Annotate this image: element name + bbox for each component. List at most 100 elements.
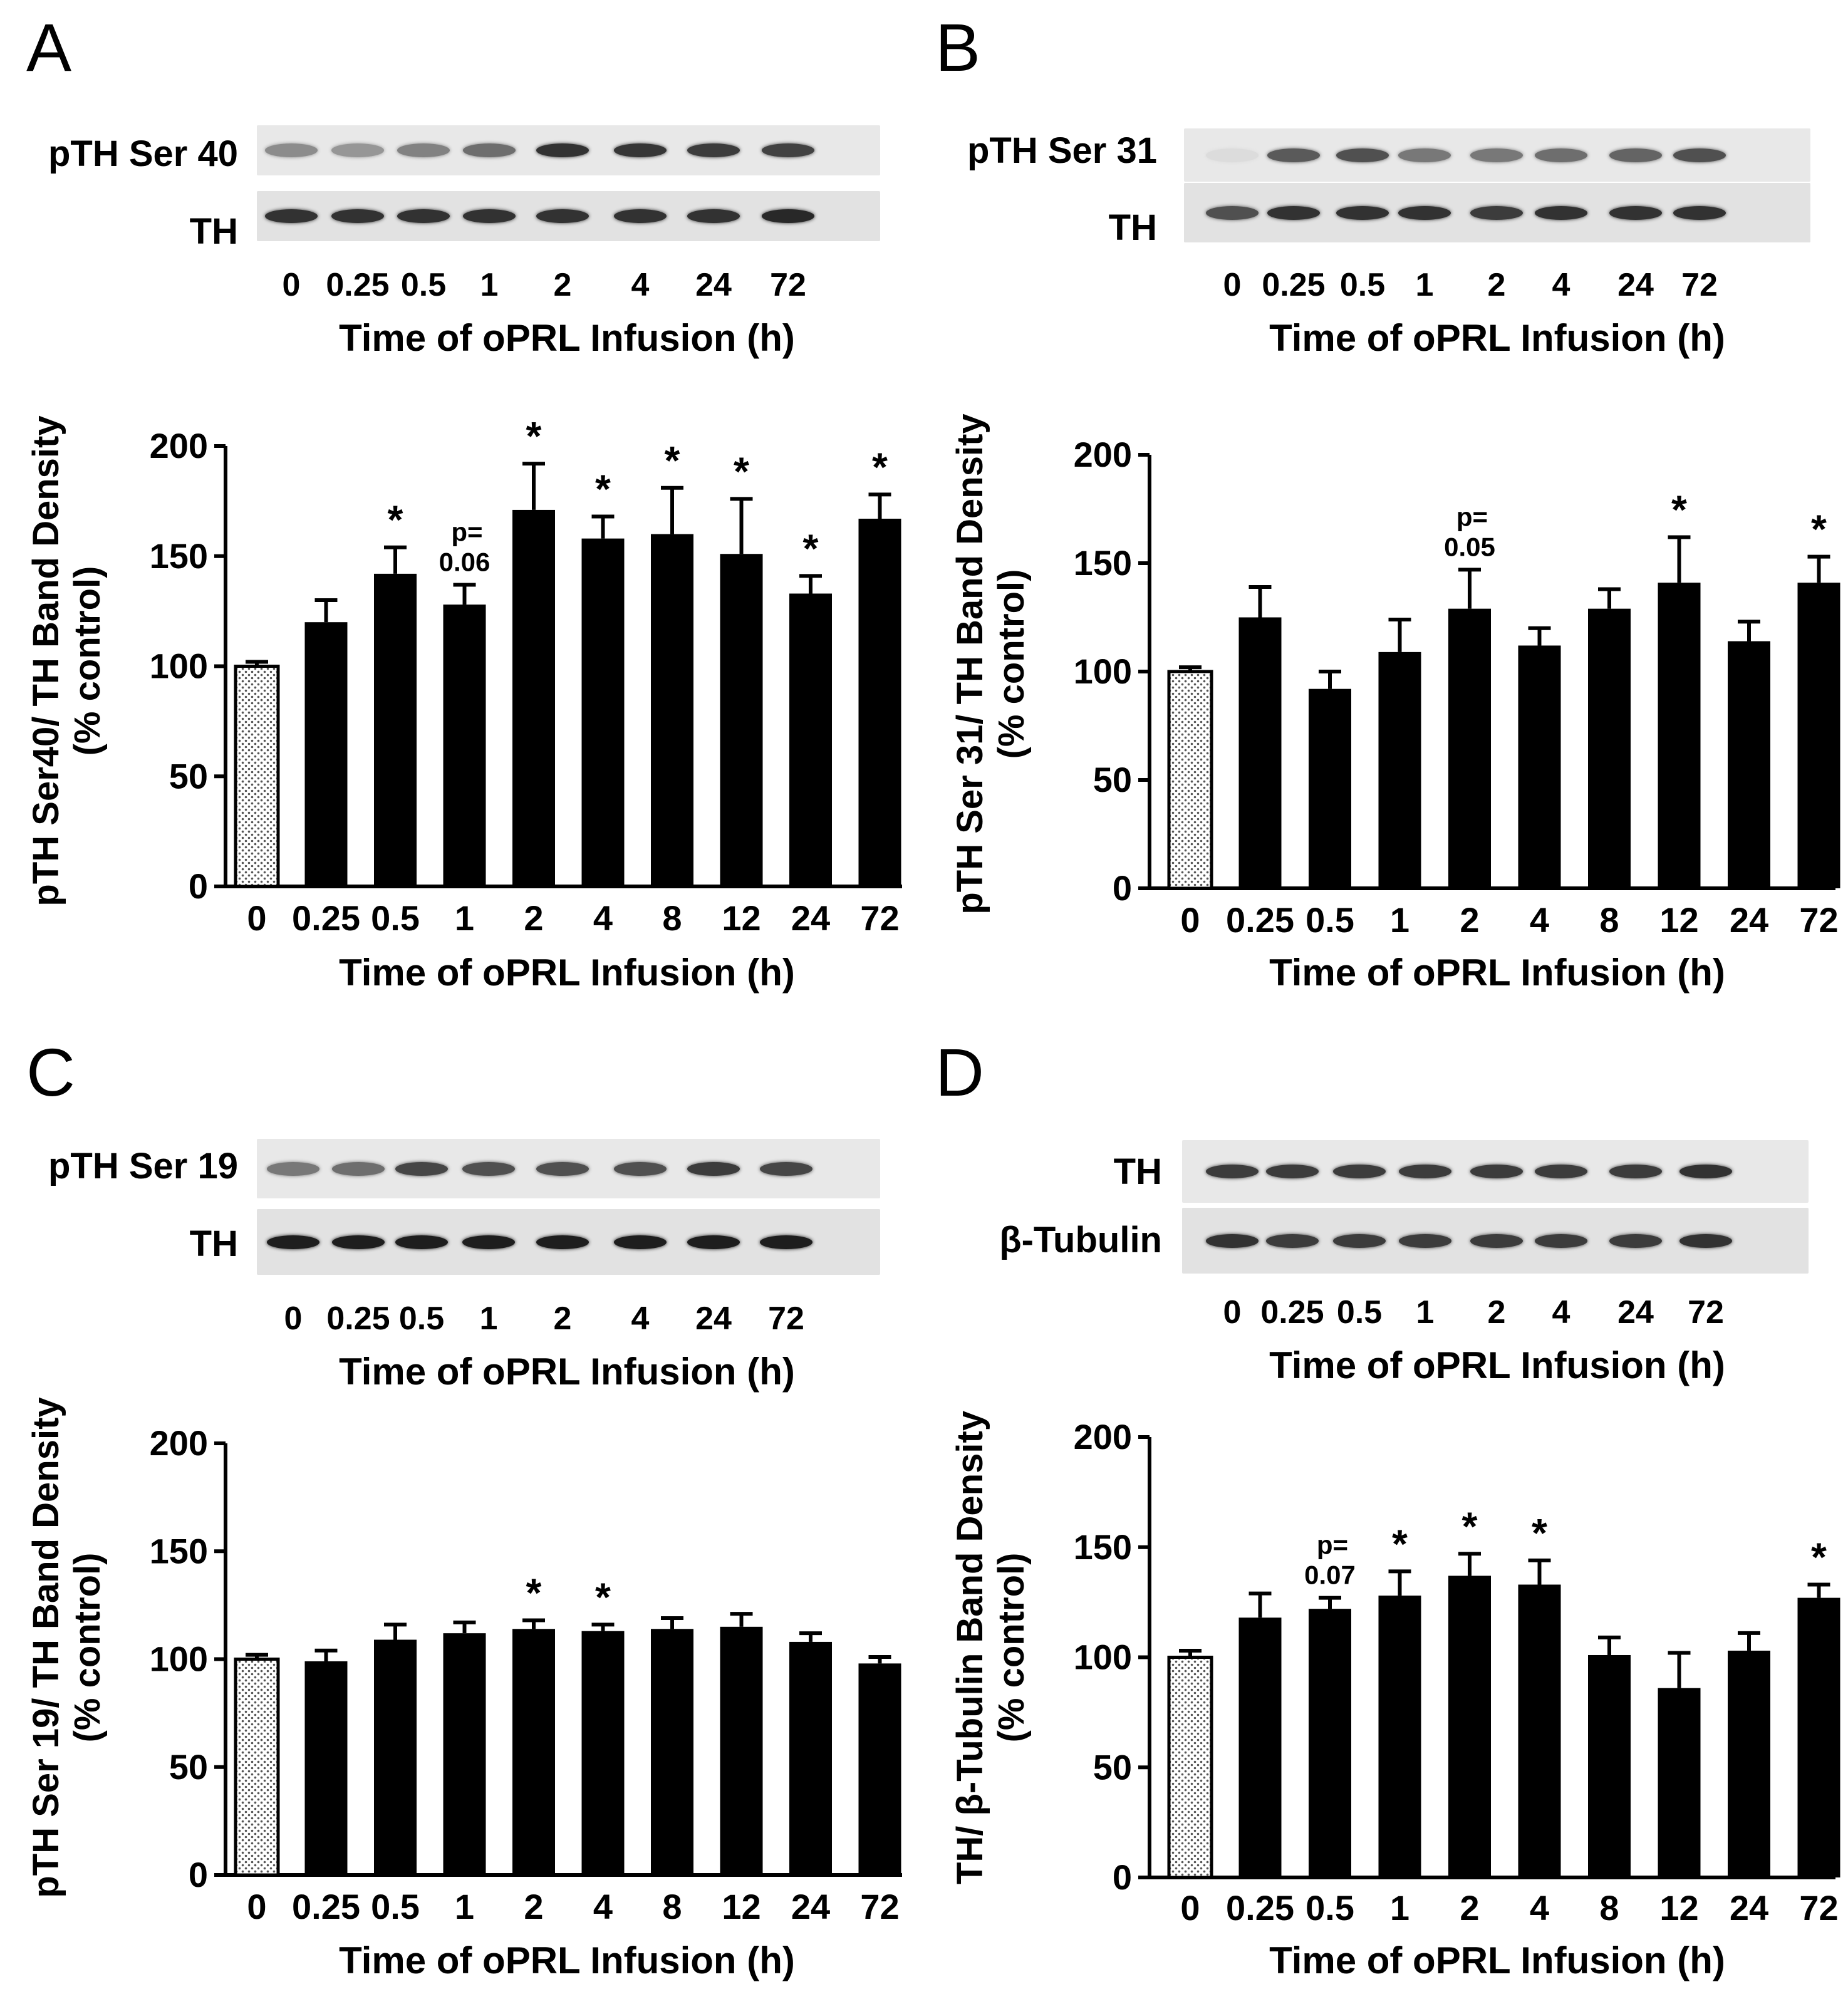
blot-band xyxy=(760,1235,812,1249)
p-value-number: 0.05 xyxy=(1444,532,1495,561)
bar xyxy=(581,538,625,886)
bar xyxy=(581,1631,625,1875)
blot-band xyxy=(1399,1165,1451,1178)
blot-band xyxy=(1535,1165,1587,1178)
blot-lane-label: 24 xyxy=(1617,1294,1654,1331)
blot-lane-label: 4 xyxy=(631,1301,650,1337)
panel-letter-d: D xyxy=(935,1034,984,1110)
blot-band xyxy=(687,209,740,223)
p-value-number: 0.06 xyxy=(439,547,491,576)
bar xyxy=(1518,645,1561,888)
significance-star: * xyxy=(1671,487,1687,532)
x-tick-label: 1 xyxy=(455,1887,474,1926)
blot-band xyxy=(267,1161,319,1176)
x-tick-label: 8 xyxy=(662,1887,682,1926)
x-tick-label: 72 xyxy=(1799,1888,1838,1928)
bar xyxy=(1797,583,1840,888)
blot-lane-label: 1 xyxy=(479,1301,498,1337)
blot-band xyxy=(462,1161,515,1176)
blot-lane-label: 4 xyxy=(1552,1294,1570,1331)
y-tick-label: 150 xyxy=(1074,1527,1132,1567)
y-tick-label: 150 xyxy=(150,1531,208,1570)
blot-row-label: pTH Ser 19 xyxy=(48,1146,238,1186)
bar xyxy=(1728,641,1770,888)
y-tick-label: 150 xyxy=(1074,543,1132,583)
x-tick-label: 0.5 xyxy=(371,1887,420,1926)
blot-band xyxy=(397,209,450,223)
x-tick-label: 0.25 xyxy=(292,1887,360,1926)
blot-band xyxy=(1470,1233,1523,1248)
blot-lane-label: 2 xyxy=(1487,1294,1506,1331)
bar xyxy=(443,605,486,886)
blot-lane-label: 0 xyxy=(1223,267,1242,303)
y-tick-label: 50 xyxy=(1093,1747,1132,1787)
blot-row-label: β-Tubulin xyxy=(999,1220,1162,1260)
y-tick-label: 50 xyxy=(169,1747,208,1787)
x-tick-label: 4 xyxy=(1530,1888,1549,1928)
significance-star: * xyxy=(526,413,542,459)
blot-band xyxy=(265,209,318,223)
blot-band xyxy=(395,1235,448,1249)
blot-band xyxy=(614,1161,667,1176)
x-tick-label: 2 xyxy=(1460,1888,1479,1928)
blot-lane-label: 4 xyxy=(631,267,650,303)
bar xyxy=(1658,1688,1701,1877)
x-tick-label: 1 xyxy=(1390,900,1409,940)
bar xyxy=(1588,1654,1631,1877)
y-tick-label: 0 xyxy=(189,866,208,906)
blot-lane-label: 72 xyxy=(768,1301,804,1337)
blot-band xyxy=(687,1161,740,1176)
blot-lane-label: 0.25 xyxy=(326,267,390,303)
bar xyxy=(651,534,693,886)
y-axis-subtitle: (% control) xyxy=(991,569,1032,759)
significance-star: * xyxy=(1462,1503,1478,1549)
bar-chart-d: 0 50 100 150 200 0 0.25 0.5 p=0.07 1 * 2 * 4 * 8 12 24 72 *… xyxy=(950,1411,1840,1981)
bar xyxy=(234,1658,280,1877)
blot-lane-label: 0.5 xyxy=(1339,267,1386,303)
bar xyxy=(512,1629,555,1875)
panel-letter-a: A xyxy=(26,9,72,85)
blot-band xyxy=(1333,1165,1386,1178)
x-tick-label: 12 xyxy=(722,1887,760,1926)
blot-band xyxy=(1206,148,1259,162)
blot-band xyxy=(614,143,667,157)
x-tick-label: 1 xyxy=(1390,1888,1409,1928)
blot-x-axis-label: Time of oPRL Infusion (h) xyxy=(1269,1344,1725,1386)
blot-lane-label: 72 xyxy=(770,267,806,303)
blot-lane-label: 72 xyxy=(1681,267,1718,303)
blot-lane-label: 0.25 xyxy=(326,1301,390,1337)
bar xyxy=(1728,1650,1770,1877)
p-value-number: 0.07 xyxy=(1304,1560,1356,1590)
blot-band xyxy=(1267,148,1320,162)
y-tick-label: 150 xyxy=(150,536,208,576)
blot-band xyxy=(1470,148,1523,162)
bar xyxy=(512,509,555,886)
significance-star: * xyxy=(1532,1510,1547,1555)
significance-star: * xyxy=(388,497,403,543)
x-tick-label: 0.25 xyxy=(1226,1888,1294,1928)
blot-row-label: TH xyxy=(189,1223,238,1264)
bar xyxy=(304,1661,348,1875)
blot-band xyxy=(762,143,814,157)
blot-row-label: pTH Ser 31 xyxy=(967,130,1157,171)
significance-star: * xyxy=(872,444,888,489)
x-tick-label: 24 xyxy=(791,1887,830,1926)
x-tick-label: 24 xyxy=(1730,1888,1768,1928)
y-tick-label: 200 xyxy=(1074,1417,1132,1456)
x-tick-label: 12 xyxy=(1659,900,1698,940)
x-tick-label: 24 xyxy=(791,898,830,938)
bar xyxy=(789,593,832,886)
bar xyxy=(1658,583,1701,888)
blot-band xyxy=(1673,148,1726,162)
bar xyxy=(858,1663,901,1875)
bar xyxy=(1448,1576,1491,1877)
blot-lane-label: 0.25 xyxy=(1262,267,1326,303)
x-axis-title: Time of oPRL Infusion (h) xyxy=(339,1939,795,1981)
y-tick-label: 200 xyxy=(150,1423,208,1463)
x-tick-label: 72 xyxy=(860,1887,899,1926)
blot-band xyxy=(1206,1165,1259,1178)
blot-band xyxy=(1535,148,1587,162)
x-tick-label: 0 xyxy=(247,898,266,938)
